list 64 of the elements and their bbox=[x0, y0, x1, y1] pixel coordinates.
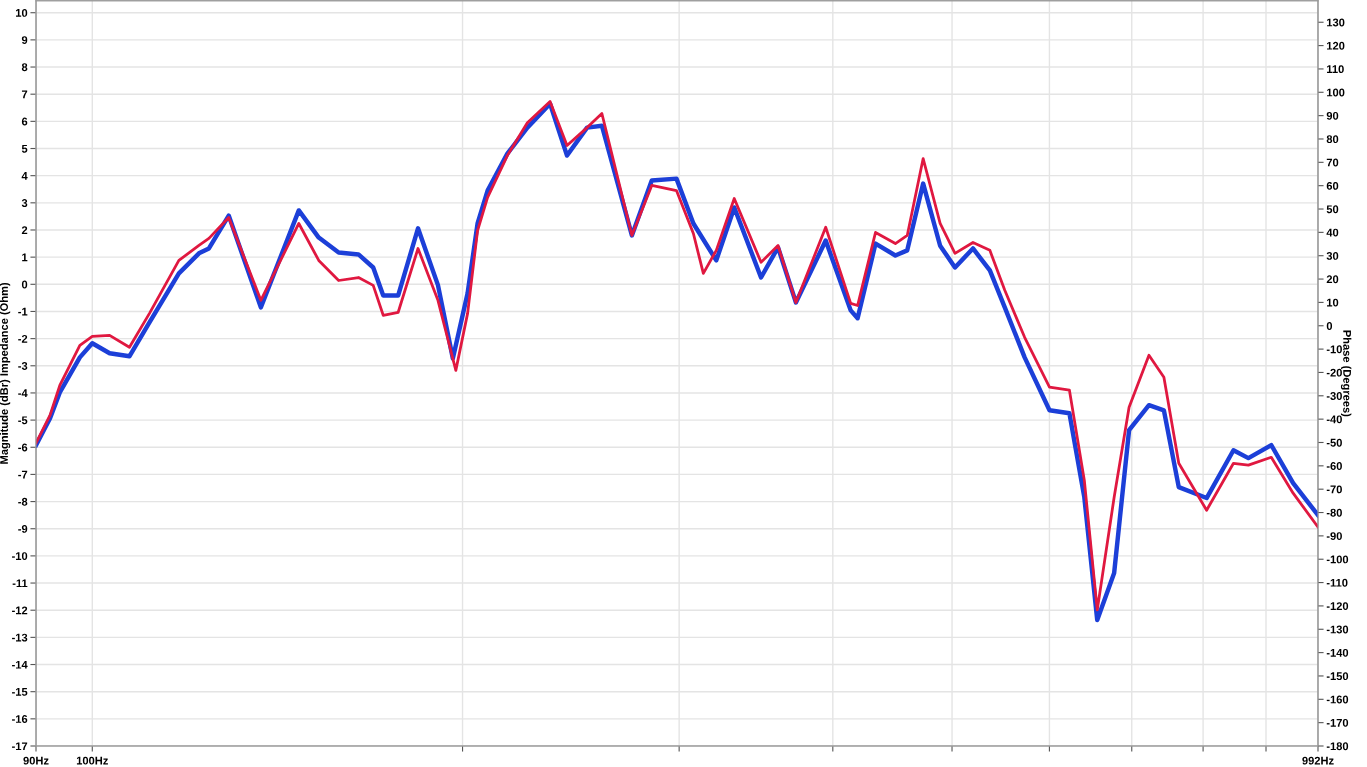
y2-tick-label: 20 bbox=[1326, 275, 1339, 284]
y-tick-label: -5 bbox=[18, 416, 28, 425]
y2-tick-label: 0 bbox=[1326, 322, 1333, 330]
y2-tick-label: -110 bbox=[1326, 578, 1348, 587]
y2-tick-label: 100 bbox=[1327, 88, 1345, 97]
y2-tick-label: 30 bbox=[1326, 251, 1339, 260]
y2-tick-label: -130 bbox=[1326, 625, 1349, 634]
y2-tick-label: 70 bbox=[1326, 158, 1339, 167]
y-tick-label: -1 bbox=[18, 307, 28, 316]
x-tick-label: 992Hz bbox=[1302, 756, 1334, 765]
y-tick-label: 6 bbox=[21, 117, 28, 126]
y2-tick-label: -60 bbox=[1326, 462, 1342, 470]
y-tick-label: -12 bbox=[12, 606, 28, 615]
y-tick-label: 10 bbox=[16, 8, 28, 17]
y-tick-label: -8 bbox=[18, 497, 28, 506]
y2-tick-label: -170 bbox=[1326, 718, 1349, 727]
y2-tick-label: -20 bbox=[1326, 368, 1342, 377]
x-tick-label: 100Hz bbox=[76, 756, 108, 765]
y2-tick-label: -80 bbox=[1326, 508, 1342, 517]
y-tick-label: 8 bbox=[21, 63, 28, 72]
y-tick-label: 4 bbox=[21, 172, 28, 180]
y2-tick-label: -150 bbox=[1326, 672, 1349, 681]
y2-tick-label: 120 bbox=[1327, 41, 1345, 50]
y-tick-label: -14 bbox=[12, 660, 28, 669]
y-tick-label: -15 bbox=[12, 688, 28, 696]
y-axis-title: Magnitude (dBr) Impedance (Ohm) bbox=[0, 282, 11, 464]
y2-tick-label: -50 bbox=[1326, 438, 1342, 447]
y-tick-label: 7 bbox=[21, 90, 28, 99]
y-tick-label: -13 bbox=[12, 633, 28, 642]
y2-tick-label: -140 bbox=[1326, 648, 1349, 657]
y2-tick-label: -160 bbox=[1326, 695, 1349, 704]
y2-tick-label: -100 bbox=[1326, 555, 1349, 564]
y2-tick-label: 90 bbox=[1326, 111, 1339, 120]
y-tick-label: -3 bbox=[18, 362, 28, 370]
y2-tick-label: 10 bbox=[1327, 298, 1339, 307]
y2-tick-label: -180 bbox=[1326, 742, 1349, 751]
y2-tick-label: -70 bbox=[1326, 485, 1342, 494]
y-tick-label: 5 bbox=[21, 144, 28, 153]
y2-tick-label: -120 bbox=[1326, 602, 1349, 611]
y-tick-label: 9 bbox=[21, 36, 28, 45]
y-tick-label: -17 bbox=[12, 742, 28, 751]
x-tick-label: 90Hz bbox=[23, 756, 49, 765]
y-tick-label: -7 bbox=[18, 470, 28, 479]
y-tick-label: -16 bbox=[12, 715, 28, 723]
y-tick-label: -2 bbox=[18, 334, 28, 343]
y2-tick-label: 50 bbox=[1326, 205, 1339, 214]
y2-tick-label: -30 bbox=[1326, 392, 1342, 400]
y-tick-label: -4 bbox=[18, 389, 28, 397]
y-tick-label: -9 bbox=[18, 525, 28, 533]
y2-tick-label: 40 bbox=[1326, 228, 1339, 237]
y-tick-label: -10 bbox=[12, 552, 28, 561]
y2-tick-label: -90 bbox=[1326, 532, 1342, 541]
y-tick-label: 1 bbox=[22, 253, 28, 262]
y2-tick-label: 60 bbox=[1326, 181, 1339, 190]
y2-tick-label: 130 bbox=[1327, 18, 1345, 27]
y2-tick-label: 110 bbox=[1327, 65, 1344, 74]
y2-tick-label: 80 bbox=[1326, 135, 1339, 144]
y2-tick-label: -40 bbox=[1326, 415, 1342, 424]
y-tick-label: -11 bbox=[12, 579, 28, 588]
y-tick-label: 3 bbox=[21, 199, 28, 207]
y2-tick-label: -10 bbox=[1326, 345, 1342, 354]
y-tick-label: 0 bbox=[21, 280, 28, 289]
y-tick-label: 2 bbox=[21, 226, 28, 235]
y-tick-label: -6 bbox=[18, 443, 28, 452]
